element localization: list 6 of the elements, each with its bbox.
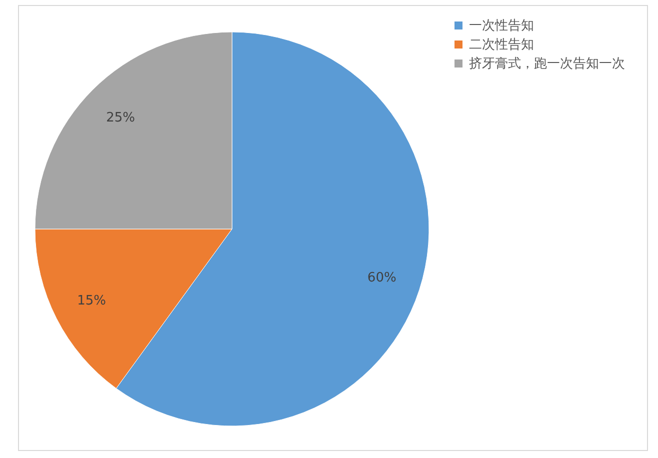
legend-label: 二次性告知 bbox=[469, 38, 534, 52]
legend-label: 挤牙膏式，跑一次告知一次 bbox=[469, 56, 625, 72]
legend-label: 一次性告知 bbox=[469, 18, 534, 34]
data-label: 25% bbox=[106, 110, 136, 126]
data-label: 15% bbox=[77, 294, 106, 309]
data-label: 60% bbox=[367, 270, 396, 286]
